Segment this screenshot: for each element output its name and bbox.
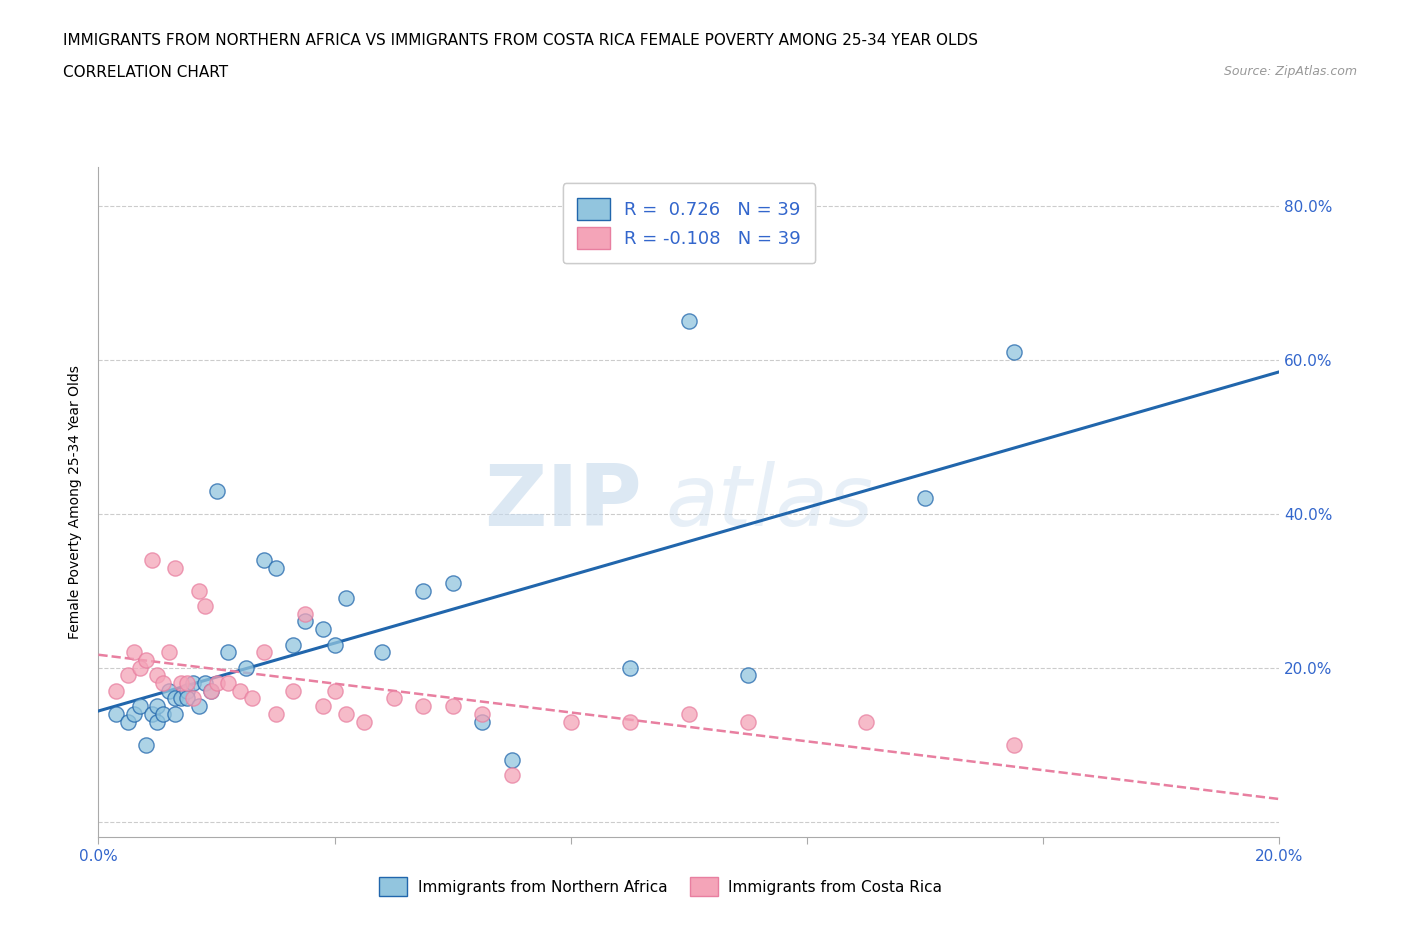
Point: [441, 576, 464, 591]
Point: [105, 707, 128, 722]
Point: [323, 637, 346, 652]
Point: [335, 707, 357, 722]
Point: [560, 714, 582, 729]
Point: [200, 684, 222, 698]
Point: [294, 606, 316, 621]
Text: IMMIGRANTS FROM NORTHERN AFRICA VS IMMIGRANTS FROM COSTA RICA FEMALE POVERTY AMO: IMMIGRANTS FROM NORTHERN AFRICA VS IMMIG…: [63, 33, 979, 47]
Point: [117, 668, 139, 683]
Point: [471, 714, 494, 729]
Point: [737, 714, 759, 729]
Point: [152, 707, 174, 722]
Point: [253, 644, 276, 659]
Point: [146, 698, 169, 713]
Point: [205, 675, 228, 690]
Point: [170, 675, 193, 690]
Point: [122, 644, 145, 659]
Point: [312, 622, 335, 637]
Point: [371, 644, 394, 659]
Point: [471, 707, 494, 722]
Y-axis label: Female Poverty Among 25-34 Year Olds: Female Poverty Among 25-34 Year Olds: [69, 365, 83, 639]
Point: [165, 707, 187, 722]
Point: [157, 684, 180, 698]
Point: [619, 714, 641, 729]
Text: ZIP: ZIP: [484, 460, 641, 544]
Point: [157, 644, 180, 659]
Point: [135, 653, 157, 668]
Point: [181, 675, 204, 690]
Point: [240, 691, 263, 706]
Point: [122, 707, 145, 722]
Point: [914, 491, 936, 506]
Point: [181, 691, 204, 706]
Text: atlas: atlas: [665, 460, 873, 544]
Point: [141, 707, 163, 722]
Point: [253, 552, 276, 567]
Point: [165, 691, 187, 706]
Text: CORRELATION CHART: CORRELATION CHART: [63, 65, 228, 80]
Point: [135, 737, 157, 752]
Legend: Immigrants from Northern Africa, Immigrants from Costa Rica: Immigrants from Northern Africa, Immigra…: [371, 870, 950, 904]
Point: [283, 684, 305, 698]
Point: [1002, 345, 1025, 360]
Point: [200, 684, 222, 698]
Point: [205, 484, 228, 498]
Point: [152, 675, 174, 690]
Point: [412, 583, 434, 598]
Point: [146, 668, 169, 683]
Point: [187, 583, 209, 598]
Point: [146, 714, 169, 729]
Point: [187, 698, 209, 713]
Point: [501, 768, 523, 783]
Point: [235, 660, 257, 675]
Point: [737, 668, 759, 683]
Point: [619, 660, 641, 675]
Point: [264, 560, 287, 575]
Point: [335, 591, 357, 605]
Point: [441, 698, 464, 713]
Point: [217, 644, 239, 659]
Point: [501, 752, 523, 767]
Point: [1002, 737, 1025, 752]
Point: [678, 314, 700, 329]
Point: [412, 698, 434, 713]
Point: [194, 599, 217, 614]
Point: [323, 684, 346, 698]
Point: [141, 552, 163, 567]
Point: [176, 675, 198, 690]
Point: [294, 614, 316, 629]
Point: [165, 560, 187, 575]
Point: [678, 707, 700, 722]
Point: [217, 675, 239, 690]
Point: [176, 691, 198, 706]
Point: [117, 714, 139, 729]
Point: [170, 691, 193, 706]
Point: [194, 675, 217, 690]
Point: [264, 707, 287, 722]
Point: [353, 714, 375, 729]
Point: [128, 660, 150, 675]
Text: Source: ZipAtlas.com: Source: ZipAtlas.com: [1223, 65, 1357, 78]
Point: [855, 714, 877, 729]
Point: [283, 637, 305, 652]
Point: [382, 691, 405, 706]
Point: [128, 698, 150, 713]
Point: [312, 698, 335, 713]
Legend: R =  0.726   N = 39, R = -0.108   N = 39: R = 0.726 N = 39, R = -0.108 N = 39: [562, 183, 815, 263]
Point: [229, 684, 252, 698]
Point: [105, 684, 128, 698]
Point: [176, 684, 198, 698]
